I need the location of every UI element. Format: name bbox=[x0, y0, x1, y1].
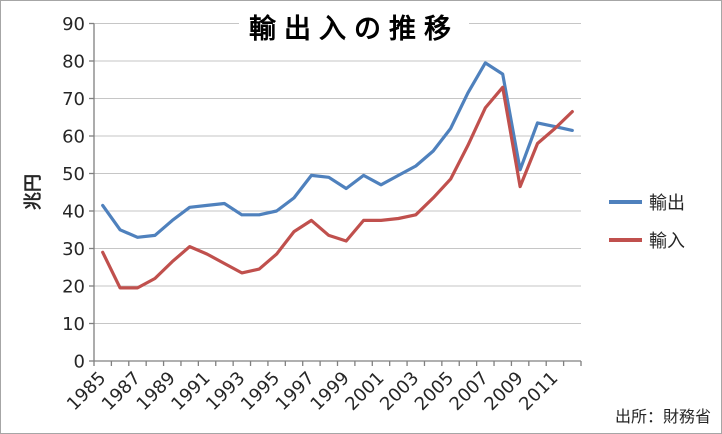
legend: 輸出 輸入 bbox=[609, 183, 715, 259]
y-tick-label: 80 bbox=[62, 52, 85, 73]
x-tick-label: 1993 bbox=[202, 368, 249, 415]
exports-legend-swatch bbox=[609, 200, 642, 204]
x-tick-label: 1989 bbox=[133, 368, 180, 415]
x-tick-label: 1997 bbox=[272, 368, 319, 415]
x-tick-label: 2005 bbox=[411, 368, 458, 415]
x-tick-label: 2001 bbox=[341, 368, 388, 415]
imports-legend-swatch bbox=[609, 238, 642, 242]
y-tick-label: 20 bbox=[62, 277, 85, 298]
x-tick-label: 2003 bbox=[376, 368, 423, 415]
exports-line bbox=[101, 61, 574, 239]
x-tick-label: 2007 bbox=[446, 368, 493, 415]
x-tick-label: 1991 bbox=[167, 368, 214, 415]
y-axis-title: 兆円 bbox=[23, 174, 44, 210]
x-tick-label: 2011 bbox=[515, 368, 562, 415]
x-tick-label: 1995 bbox=[237, 368, 284, 415]
x-tick-label: 1985 bbox=[63, 368, 110, 415]
y-tick-label: 10 bbox=[62, 314, 85, 335]
source-note: 出所：財務省 bbox=[614, 407, 711, 426]
y-tick-label: 70 bbox=[62, 89, 85, 110]
y-tick-label: 60 bbox=[62, 127, 85, 148]
y-tick-label: 90 bbox=[62, 14, 85, 35]
y-tick-label: 30 bbox=[62, 239, 85, 260]
legend-item-exports: 輸出 bbox=[609, 183, 715, 221]
y-tick-label: 50 bbox=[62, 164, 85, 185]
y-tick-label: 40 bbox=[62, 202, 85, 223]
imports-legend-label: 輸入 bbox=[649, 231, 685, 252]
imports-line bbox=[101, 85, 574, 290]
x-tick-label: 1987 bbox=[98, 368, 145, 415]
x-tick-label: 1999 bbox=[306, 368, 353, 415]
y-tick-label: 0 bbox=[74, 352, 85, 373]
legend-item-imports: 輸入 bbox=[609, 221, 715, 259]
x-tick-label: 2009 bbox=[480, 368, 527, 415]
exports-legend-label: 輸出 bbox=[649, 193, 685, 214]
